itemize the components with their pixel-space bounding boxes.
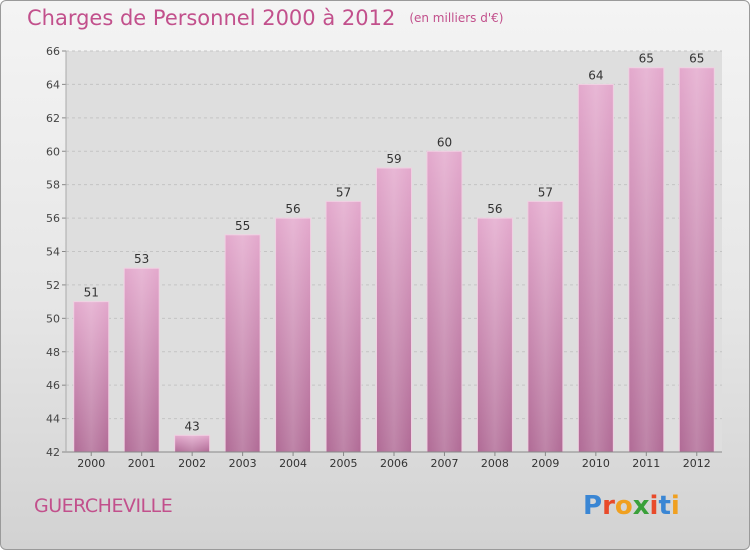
x-tick-label: 2002 (178, 457, 206, 470)
y-tick-label: 52 (46, 279, 60, 292)
bar-highlight (679, 67, 715, 452)
x-tick-label: 2009 (531, 457, 559, 470)
chart-title: Charges de Personnel 2000 à 2012 (27, 6, 396, 30)
bar-highlight (124, 268, 160, 452)
bar-highlight (426, 151, 462, 452)
data-label: 65 (689, 52, 704, 66)
y-tick-label: 44 (46, 413, 60, 426)
y-tick-label: 62 (46, 112, 60, 125)
data-label: 56 (487, 202, 502, 216)
y-tick-label: 48 (46, 346, 60, 359)
x-tick-label: 2005 (330, 457, 358, 470)
y-tick-label: 64 (46, 78, 60, 91)
y-tick-label: 50 (46, 312, 60, 325)
bar-highlight (73, 301, 109, 452)
data-label: 57 (336, 185, 351, 199)
data-label: 51 (84, 286, 99, 300)
x-tick-label: 2011 (632, 457, 660, 470)
data-label: 64 (588, 68, 603, 82)
data-label: 56 (285, 202, 300, 216)
y-tick-label: 56 (46, 212, 60, 225)
data-label: 43 (185, 419, 200, 433)
bar-highlight (628, 67, 664, 452)
data-label: 57 (538, 185, 553, 199)
logo-letter: i (670, 491, 680, 521)
bar-highlight (477, 218, 513, 452)
bar-highlight (225, 234, 261, 452)
bar-highlight (326, 201, 362, 452)
x-tick-label: 2010 (582, 457, 610, 470)
logo-letter: i (649, 491, 659, 521)
x-tick-label: 2001 (128, 457, 156, 470)
chart-subtitle: (en milliers d'€) (409, 11, 504, 25)
x-tick-label: 2000 (77, 457, 105, 470)
data-label: 60 (437, 135, 452, 149)
logo-letter: t (658, 491, 671, 521)
location-label: GUERCHEVILLE (34, 495, 173, 517)
bar-highlight (275, 218, 311, 452)
y-axis-ticks: 42 44 46 48 50 52 54 56 58 60 62 64 66 (46, 45, 66, 459)
logo-letter: r (602, 491, 615, 521)
y-tick-label: 66 (46, 45, 60, 58)
y-tick-label: 54 (46, 246, 60, 259)
x-tick-label: 2003 (229, 457, 257, 470)
logo-letter: o (614, 491, 633, 521)
bar-highlight (578, 84, 614, 453)
data-label: 59 (386, 152, 401, 166)
data-label: 55 (235, 219, 250, 233)
bar-highlight (376, 167, 412, 453)
y-tick-label: 60 (46, 145, 60, 158)
proxiti-logo: Proxiti (583, 491, 680, 521)
x-tick-label: 2007 (430, 457, 458, 470)
bars (73, 67, 715, 453)
x-tick-label: 2004 (279, 457, 307, 470)
x-tick-label: 2012 (683, 457, 711, 470)
y-tick-label: 58 (46, 179, 60, 192)
data-label: 65 (639, 52, 654, 66)
x-tick-label: 2006 (380, 457, 408, 470)
bar-highlight (527, 201, 563, 452)
data-labels: 51 53 43 55 56 57 59 60 56 57 64 65 65 (84, 52, 705, 434)
x-tick-label: 2008 (481, 457, 509, 470)
logo-letter: x (632, 491, 650, 521)
data-label: 53 (134, 252, 149, 266)
logo-letter: P (583, 491, 603, 521)
x-axis-ticks: 2000 2001 2002 2003 2004 2005 2006 2007 2008 2009… (77, 452, 711, 470)
title-row: Charges de Personnel 2000 à 2012 (en mill… (27, 6, 503, 30)
y-tick-label: 42 (46, 446, 60, 459)
y-tick-label: 46 (46, 379, 60, 392)
bar-highlight (174, 435, 210, 452)
